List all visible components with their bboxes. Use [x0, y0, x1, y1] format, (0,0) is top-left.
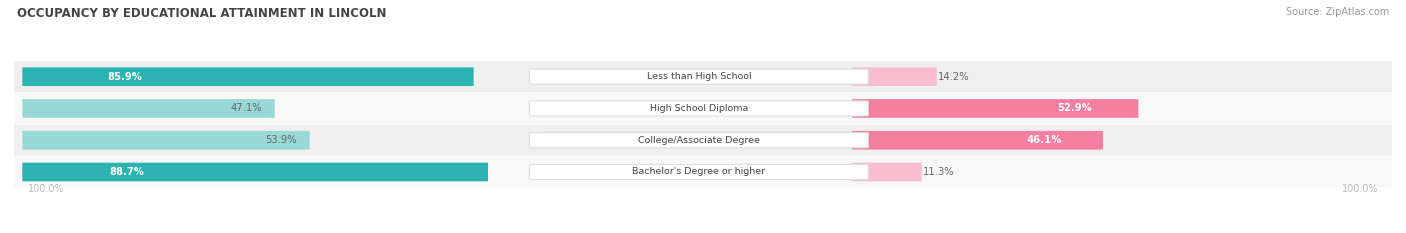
- FancyBboxPatch shape: [22, 67, 474, 86]
- FancyBboxPatch shape: [852, 99, 1139, 118]
- FancyBboxPatch shape: [22, 99, 274, 118]
- FancyBboxPatch shape: [530, 164, 869, 180]
- FancyBboxPatch shape: [530, 101, 869, 116]
- FancyBboxPatch shape: [530, 69, 869, 84]
- Text: 100.0%: 100.0%: [28, 184, 65, 194]
- Text: 14.2%: 14.2%: [938, 72, 970, 82]
- Text: Bachelor's Degree or higher: Bachelor's Degree or higher: [633, 168, 765, 176]
- FancyBboxPatch shape: [22, 131, 309, 150]
- Text: 53.9%: 53.9%: [266, 135, 297, 145]
- FancyBboxPatch shape: [3, 93, 1403, 124]
- Text: 52.9%: 52.9%: [1057, 103, 1091, 113]
- Text: 47.1%: 47.1%: [231, 103, 263, 113]
- FancyBboxPatch shape: [852, 67, 936, 86]
- Text: College/Associate Degree: College/Associate Degree: [638, 136, 759, 145]
- Text: 46.1%: 46.1%: [1026, 135, 1062, 145]
- FancyBboxPatch shape: [3, 157, 1403, 188]
- Text: 85.9%: 85.9%: [107, 72, 142, 82]
- Text: 11.3%: 11.3%: [924, 167, 955, 177]
- FancyBboxPatch shape: [22, 163, 488, 181]
- Text: 100.0%: 100.0%: [1341, 184, 1378, 194]
- FancyBboxPatch shape: [852, 163, 922, 181]
- Text: Source: ZipAtlas.com: Source: ZipAtlas.com: [1285, 7, 1389, 17]
- Text: High School Diploma: High School Diploma: [650, 104, 748, 113]
- FancyBboxPatch shape: [530, 133, 869, 148]
- FancyBboxPatch shape: [3, 61, 1403, 92]
- FancyBboxPatch shape: [3, 125, 1403, 156]
- Text: Less than High School: Less than High School: [647, 72, 751, 81]
- Text: 88.7%: 88.7%: [110, 167, 145, 177]
- FancyBboxPatch shape: [852, 131, 1102, 150]
- Text: OCCUPANCY BY EDUCATIONAL ATTAINMENT IN LINCOLN: OCCUPANCY BY EDUCATIONAL ATTAINMENT IN L…: [17, 7, 387, 20]
